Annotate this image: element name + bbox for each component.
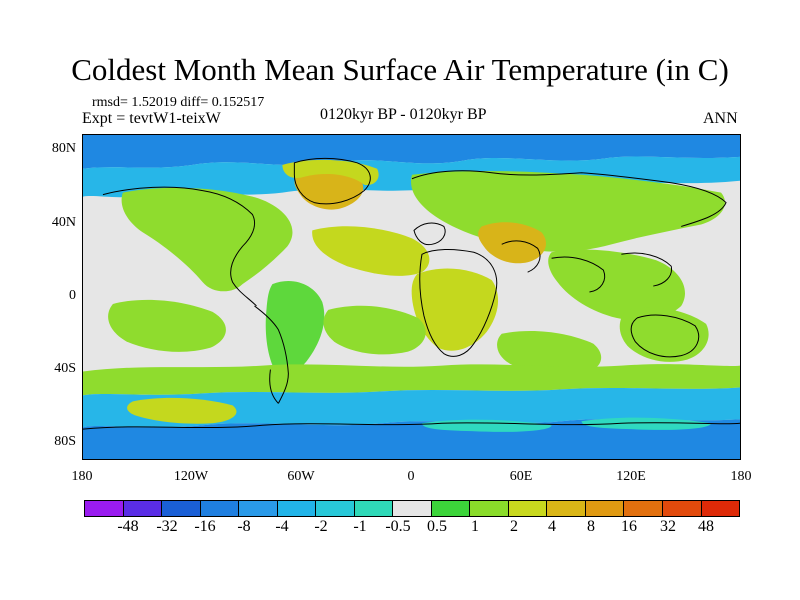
colorbar-label: -2	[314, 518, 328, 535]
colorbar-label: 32	[660, 518, 676, 535]
colorbar-swatch	[123, 501, 163, 516]
south-atlantic-field	[323, 305, 426, 355]
lat-label-80s: 80S	[54, 434, 76, 449]
middle-east-orange	[478, 222, 547, 264]
colorbar-swatch	[470, 501, 509, 516]
colorbar-swatch	[393, 501, 432, 516]
colorbar-label: -1	[353, 518, 367, 535]
colorbar-swatch	[239, 501, 278, 516]
south-asia-field	[548, 249, 685, 321]
colorbar-swatch	[585, 501, 625, 516]
atlantic-field	[312, 226, 430, 276]
lat-label-40n: 40N	[51, 215, 76, 230]
lon-label-120w: 120W	[173, 469, 209, 484]
colorbar-swatch	[431, 501, 471, 516]
lat-label-80n: 80N	[51, 141, 76, 156]
south-america-field	[265, 280, 325, 376]
colorbar-label: 2	[510, 518, 518, 535]
colorbar-label: -16	[194, 518, 216, 535]
colorbar-label: -0.5	[385, 518, 411, 535]
colorbar-label: -8	[237, 518, 251, 535]
africa-field	[411, 268, 499, 351]
lon-label-60e: 60E	[509, 469, 533, 484]
colorbar	[84, 500, 740, 517]
colorbar-swatch	[200, 501, 240, 516]
south-pacific-orange	[127, 397, 237, 424]
colorbar-swatch	[701, 501, 740, 516]
colorbar-label: -48	[117, 518, 139, 535]
south-pacific-field	[108, 299, 226, 352]
map-title: Coldest Month Mean Surface Air Temperatu…	[71, 52, 729, 87]
colorbar-swatch	[316, 501, 355, 516]
stats-text: rmsd= 1.52019 diff= 0.152517	[92, 95, 265, 110]
colorbar-swatch	[547, 501, 586, 516]
colorbar-label: 48	[698, 518, 714, 535]
colorbar-label: -32	[156, 518, 178, 535]
antarctic-blue-band	[83, 418, 740, 459]
season-label: ANN	[703, 110, 738, 127]
colorbar-label: 16	[621, 518, 637, 535]
colorbar-swatch	[662, 501, 702, 516]
colorbar-label: 1	[471, 518, 479, 535]
greenland-orange	[294, 170, 364, 210]
lon-label-0: 0	[407, 469, 415, 484]
lat-label-0: 0	[69, 288, 76, 303]
colorbar-swatch	[354, 501, 394, 516]
experiment-label: Expt = tevtW1-teixW	[82, 110, 221, 127]
antarctic-lightblue-band	[83, 387, 740, 428]
colorbar-swatch	[162, 501, 201, 516]
temperature-map	[82, 134, 741, 460]
colorbar-label: 4	[548, 518, 556, 535]
indian-ocean-field	[497, 331, 602, 376]
colorbar-swatch	[508, 501, 548, 516]
southern-ocean-green	[83, 364, 740, 396]
colorbar-label: 0.5	[427, 518, 447, 535]
colorbar-swatch	[85, 501, 124, 516]
lon-label-180e: 180	[730, 469, 752, 484]
colorbar-label: -4	[275, 518, 289, 535]
coastlines	[83, 157, 740, 430]
colorbar-swatch	[624, 501, 663, 516]
colorbar-label: 8	[587, 518, 595, 535]
lat-label-40s: 40S	[54, 361, 76, 376]
lon-label-60w: 60W	[287, 469, 315, 484]
lon-label-120e: 120E	[616, 469, 646, 484]
lon-label-180w: 180	[71, 469, 93, 484]
antarctic-cyan-streaks	[421, 417, 712, 432]
north-america-field	[121, 187, 293, 292]
greenland-field	[282, 159, 379, 185]
arctic-blue-band	[83, 135, 740, 169]
period-label: 0120kyr BP - 0120kyr BP	[320, 106, 487, 123]
colorbar-swatch	[277, 501, 317, 516]
